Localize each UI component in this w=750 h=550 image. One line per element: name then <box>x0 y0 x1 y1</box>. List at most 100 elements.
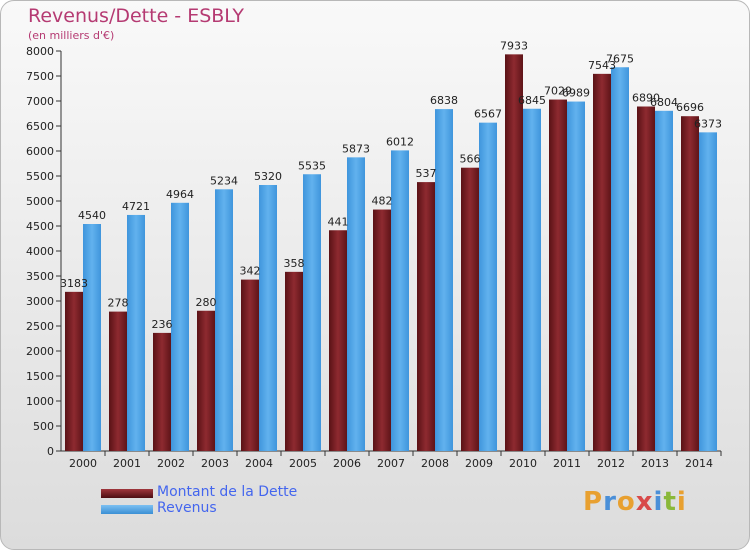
bar-dette <box>285 271 303 451</box>
bar-dette <box>329 230 347 451</box>
y-tick-label: 4500 <box>26 220 54 233</box>
y-tick-label: 500 <box>33 420 54 433</box>
x-category-label: 2008 <box>421 457 449 470</box>
value-label-revenus: 6373 <box>694 117 722 130</box>
value-label-revenus: 5535 <box>298 159 326 172</box>
x-category-label: 2007 <box>377 457 405 470</box>
bar-dette <box>505 54 523 451</box>
value-label-revenus: 6012 <box>386 135 414 148</box>
value-label-revenus: 6989 <box>562 87 590 100</box>
value-label-dette: 7543 <box>588 59 616 72</box>
bar-dette <box>109 311 127 451</box>
bar-revenus <box>699 132 717 451</box>
y-tick-label: 2000 <box>26 345 54 358</box>
logo-letter: P <box>583 487 604 517</box>
bar-revenus <box>655 110 673 452</box>
bar-revenus <box>435 109 453 451</box>
bar-revenus <box>523 108 541 451</box>
bar-revenus <box>171 202 189 451</box>
bar-dette <box>549 99 567 452</box>
x-category-label: 2012 <box>597 457 625 470</box>
x-category-label: 2000 <box>69 457 97 470</box>
x-category-label: 2006 <box>333 457 361 470</box>
y-tick-label: 5000 <box>26 195 54 208</box>
value-label-dette: 566 <box>460 153 481 166</box>
y-tick-label: 4000 <box>26 245 54 258</box>
value-label-revenus: 6804 <box>650 96 678 109</box>
bar-dette <box>373 209 391 451</box>
bar-dette <box>417 182 435 451</box>
bar-revenus <box>215 189 233 452</box>
y-tick-label: 1000 <box>26 395 54 408</box>
x-category-label: 2014 <box>685 457 713 470</box>
bar-dette <box>65 291 83 451</box>
x-category-label: 2010 <box>509 457 537 470</box>
value-label-dette: 7933 <box>500 39 528 52</box>
y-tick-label: 7000 <box>26 95 54 108</box>
value-label-revenus: 6845 <box>518 94 546 107</box>
x-category-label: 2002 <box>157 457 185 470</box>
value-label-dette: 537 <box>416 167 437 180</box>
y-tick-label: 3500 <box>26 270 54 283</box>
bar-dette <box>153 332 171 451</box>
legend-swatch-dette <box>101 489 153 498</box>
bar-dette <box>637 106 655 451</box>
legend-label-dette: Montant de la Dette <box>157 484 298 500</box>
logo-letter: i <box>653 487 664 517</box>
x-category-label: 2011 <box>553 457 581 470</box>
logo-letter: i <box>676 487 687 517</box>
value-label-dette: 6890 <box>632 92 660 105</box>
proxiti-logo: Proxiti <box>583 487 687 517</box>
value-label-revenus: 4721 <box>122 200 150 213</box>
chart-subtitle: (en milliers d'€) <box>28 29 115 42</box>
y-tick-label: 7500 <box>26 70 54 83</box>
y-tick-label: 0 <box>47 445 54 458</box>
legend-swatch-revenus <box>101 505 153 514</box>
logo-letter: x <box>635 487 654 517</box>
logo-letter: t <box>663 487 677 517</box>
value-label-dette: 6696 <box>676 101 704 114</box>
y-tick-label: 2500 <box>26 320 54 333</box>
bar-revenus <box>259 185 277 451</box>
bar-dette <box>241 279 259 451</box>
bar-revenus <box>303 174 321 451</box>
x-category-label: 2004 <box>245 457 273 470</box>
chart-title: Revenus/Dette - ESBLY <box>28 5 244 27</box>
value-label-dette: 358 <box>284 257 305 270</box>
x-category-label: 2009 <box>465 457 493 470</box>
y-tick-label: 8000 <box>26 45 54 58</box>
value-label-revenus: 6838 <box>430 94 458 107</box>
value-label-dette: 278 <box>108 297 129 310</box>
x-category-label: 2013 <box>641 457 669 470</box>
bar-dette <box>197 310 215 451</box>
bar-dette <box>681 116 699 451</box>
y-tick-label: 5500 <box>26 170 54 183</box>
bar-revenus <box>83 224 101 451</box>
bar-revenus <box>611 67 629 451</box>
value-label-dette: 441 <box>328 215 349 228</box>
x-category-label: 2003 <box>201 457 229 470</box>
bar-dette <box>461 167 479 451</box>
legend-label-revenus: Revenus <box>157 500 217 516</box>
value-label-revenus: 4540 <box>78 209 106 222</box>
value-label-revenus: 5234 <box>210 174 238 187</box>
value-label-dette: 482 <box>372 195 393 208</box>
value-label-revenus: 6567 <box>474 108 502 121</box>
bar-revenus <box>347 157 365 451</box>
value-label-revenus: 4964 <box>166 188 194 201</box>
logo-letter: r <box>603 487 617 517</box>
y-tick-label: 3000 <box>26 295 54 308</box>
bar-revenus <box>479 122 497 452</box>
bar-dette <box>593 73 611 451</box>
y-tick-label: 1500 <box>26 370 54 383</box>
x-category-label: 2005 <box>289 457 317 470</box>
y-tick-label: 6000 <box>26 145 54 158</box>
value-label-revenus: 7675 <box>606 52 634 65</box>
value-label-dette: 342 <box>240 265 261 278</box>
value-label-dette: 280 <box>196 296 217 309</box>
logo-letter: o <box>616 487 636 517</box>
bar-revenus <box>127 214 145 451</box>
bar-revenus <box>391 150 409 451</box>
